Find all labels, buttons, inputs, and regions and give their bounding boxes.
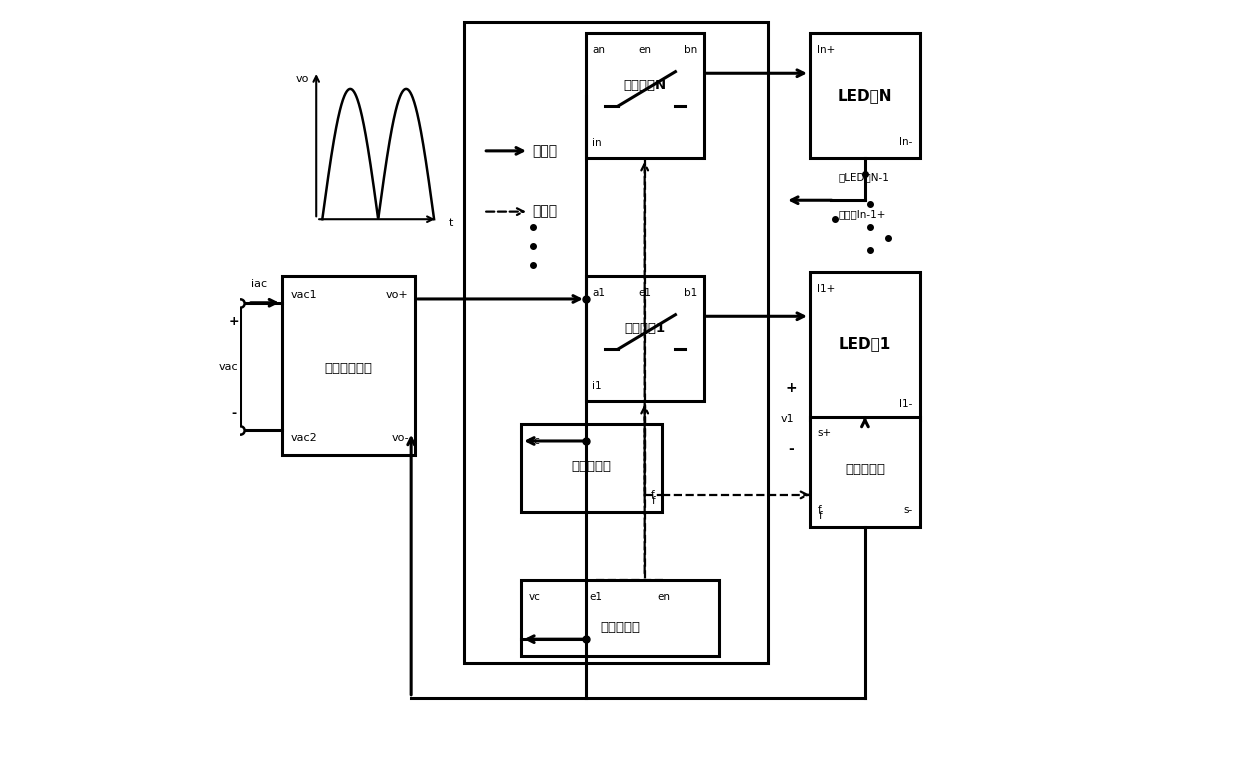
Text: 单相整流电路: 单相整流电路	[325, 363, 372, 376]
Text: 至LED串N-1: 至LED串N-1	[838, 172, 889, 182]
Text: vac1: vac1	[291, 290, 317, 300]
Text: vac2: vac2	[291, 433, 317, 443]
Text: l1+: l1+	[817, 284, 836, 294]
Text: 信号流: 信号流	[533, 204, 558, 219]
Text: +: +	[229, 315, 239, 328]
Text: e1: e1	[639, 288, 651, 298]
Text: s+: s+	[817, 428, 832, 438]
Text: en: en	[639, 45, 651, 55]
Text: iac: iac	[252, 278, 268, 288]
Text: l1-: l1-	[899, 399, 913, 409]
Text: 电子开关1: 电子开关1	[624, 322, 665, 335]
Text: 功率流: 功率流	[533, 144, 558, 158]
Text: ln-: ln-	[899, 137, 913, 147]
Text: f: f	[652, 496, 656, 506]
Text: vo-: vo-	[392, 433, 409, 443]
Text: vc: vc	[529, 436, 541, 446]
Bar	[521, 425, 662, 512]
Text: 电子开关N: 电子开关N	[624, 80, 666, 93]
Text: t: t	[449, 218, 454, 228]
Text: f: f	[817, 505, 821, 515]
Text: 受控电流源: 受控电流源	[844, 463, 885, 476]
Text: +: +	[785, 381, 796, 396]
Bar	[585, 33, 703, 158]
Text: -: -	[787, 442, 794, 456]
Text: vac: vac	[219, 362, 238, 372]
Bar	[585, 276, 703, 402]
Text: LED串1: LED串1	[838, 336, 892, 351]
Bar	[281, 276, 415, 454]
Bar	[810, 417, 920, 527]
Bar	[521, 580, 719, 656]
Bar	[810, 33, 920, 158]
Text: f: f	[818, 511, 822, 521]
Text: s-: s-	[903, 505, 913, 515]
Text: v1: v1	[780, 414, 794, 424]
Bar	[810, 272, 920, 421]
Text: f: f	[651, 490, 655, 500]
Text: an: an	[591, 45, 605, 55]
Text: in: in	[591, 138, 601, 148]
Text: a1: a1	[591, 288, 605, 298]
Text: LED串N: LED串N	[838, 88, 892, 103]
Text: b1: b1	[684, 288, 697, 298]
Text: vc: vc	[529, 591, 541, 601]
Text: bn: bn	[684, 45, 697, 55]
Text: i1: i1	[591, 381, 601, 391]
Text: vo: vo	[296, 73, 309, 83]
Text: 函数发生器: 函数发生器	[572, 460, 611, 473]
Text: 的正端ln-1+: 的正端ln-1+	[838, 209, 885, 219]
Text: 分段控制器: 分段控制器	[600, 620, 640, 633]
Text: e1: e1	[590, 591, 603, 601]
Bar	[464, 21, 768, 663]
Text: en: en	[657, 591, 670, 601]
Text: -: -	[232, 407, 237, 420]
Text: vo+: vo+	[386, 290, 409, 300]
Text: ln+: ln+	[817, 45, 836, 55]
